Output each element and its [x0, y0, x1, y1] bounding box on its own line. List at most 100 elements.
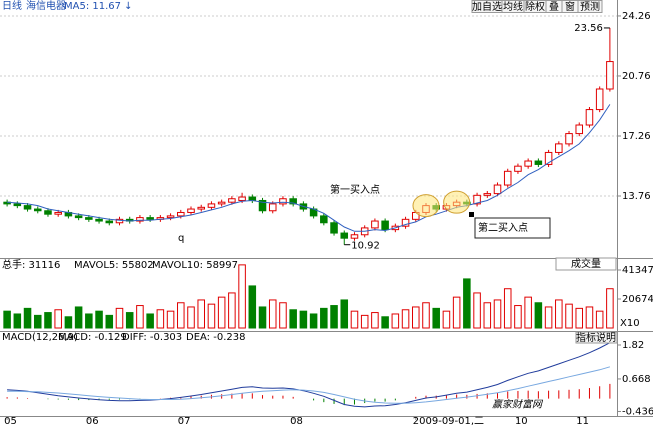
candle-body [493, 184, 502, 195]
candle-body [33, 208, 42, 212]
y-tick-label: -0.436 [622, 406, 653, 417]
volume-bar [544, 306, 553, 329]
period: 日线 [2, 0, 22, 12]
volume-bar [585, 306, 594, 329]
volume-bar [187, 306, 195, 329]
toolbar-label: 均线 [503, 0, 523, 13]
volume-bar [340, 299, 349, 329]
volume-bar [74, 306, 83, 329]
toolbar-label: 除权 [525, 0, 545, 13]
volume-bar [452, 296, 461, 329]
candle-body [217, 201, 226, 205]
y-tick-label: 20674 [622, 294, 653, 305]
candle-body [524, 160, 532, 167]
volume-bar [105, 314, 114, 329]
volume-bar [95, 310, 103, 329]
candle-body [74, 215, 83, 219]
ma5-line [7, 104, 611, 232]
macd-header: MACD: -0.129 [58, 332, 127, 343]
volume-bar [13, 313, 22, 329]
candle-body [268, 203, 277, 212]
toolbar-label: 加自选 [472, 0, 502, 13]
x-tick-label: 05 [4, 416, 17, 426]
x-tick-label: 06 [86, 416, 99, 426]
volume-bar [268, 299, 277, 329]
volume-bar [514, 305, 522, 329]
volume-header: 总手: 31116 [2, 258, 60, 271]
volume-bar [217, 296, 226, 329]
y-tick-label: 1.82 [622, 340, 644, 351]
candle-body [136, 217, 144, 222]
volume-bar [473, 292, 481, 329]
macd-header: MACD(12,26,9) [2, 332, 78, 343]
volume-bar [320, 307, 328, 329]
volume-bar [381, 316, 389, 329]
macd-header: DEA: -0.238 [186, 332, 245, 343]
x-tick-label: 11 [576, 416, 589, 426]
volume-bar [156, 309, 165, 329]
volume-bar [432, 307, 440, 329]
volume-bar [595, 310, 604, 329]
candle-body [105, 220, 114, 224]
volume-bar [309, 313, 318, 329]
volume-bar [238, 264, 246, 329]
volume-bar [524, 296, 532, 329]
volume-bar [483, 302, 492, 329]
selector-box[interactable] [555, 257, 617, 271]
candle-body [95, 218, 103, 222]
x-tick-label: 10 [515, 416, 528, 426]
volume-bar [207, 303, 216, 329]
volume-bar [125, 312, 134, 329]
volume-bar [248, 285, 257, 329]
macd-header: DIFF: -0.303 [122, 332, 182, 343]
y-tick-label: 20.76 [622, 71, 651, 82]
y-tick-label: 13.76 [622, 191, 651, 202]
unit-label: X10 [620, 318, 640, 329]
diff-line [7, 342, 611, 408]
volume-bar [442, 310, 451, 329]
candle-body [320, 215, 328, 224]
candle-body [279, 198, 287, 205]
candle-body [85, 217, 93, 220]
volume-bar [360, 314, 369, 329]
volume-header: MAVOL5: 55802 [74, 260, 154, 271]
volume-bar [606, 288, 614, 329]
annotation: q [178, 233, 184, 244]
candle-body [595, 88, 604, 111]
candle-body [350, 234, 359, 239]
volume-bar [371, 312, 379, 329]
candle-body [503, 170, 512, 186]
toolbar-label: 叠 [549, 1, 559, 13]
candle-body [381, 220, 389, 231]
volume-bar [197, 299, 205, 329]
candle-body [228, 198, 236, 203]
watermark: 赢家财富网 [492, 399, 544, 411]
volume-bar [85, 313, 93, 329]
candle-body [575, 124, 584, 135]
highlight [443, 190, 471, 214]
candle-body [115, 218, 124, 224]
candle-body [146, 217, 154, 220]
volume-bar [44, 312, 52, 329]
x-tick-label: 08 [290, 416, 303, 426]
candle-body [401, 218, 410, 227]
candle-body [23, 205, 32, 210]
annotation: 第一买入点 [330, 183, 380, 196]
x-tick-label: 2009-09-01,二 [413, 416, 484, 426]
volume-bar [177, 302, 185, 329]
volume-bar [146, 313, 154, 329]
volume-bar [493, 299, 502, 329]
button-box[interactable] [575, 331, 618, 344]
candle-body [565, 133, 573, 145]
volume-bar [555, 299, 563, 329]
volume-bar [422, 302, 430, 329]
volume-bar [299, 310, 308, 329]
y-tick-label: 24.26 [622, 11, 651, 22]
annotation-box [474, 217, 551, 239]
volume-bar [412, 306, 420, 329]
volume-bar [64, 316, 73, 329]
volume-bar [228, 292, 236, 329]
toolbar-button[interactable] [577, 0, 603, 13]
candle-body [44, 210, 52, 215]
